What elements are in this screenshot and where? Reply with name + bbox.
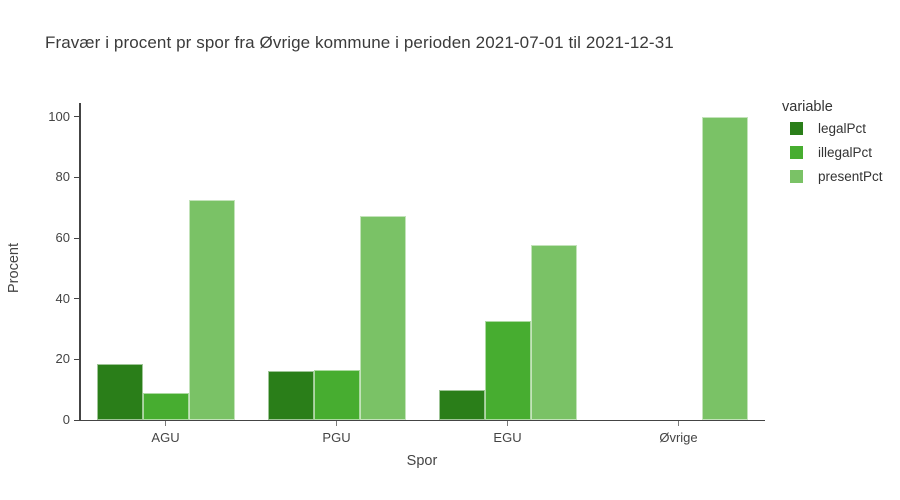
y-tick-label: 100 — [48, 108, 70, 124]
bar-legalPct-agu[interactable] — [96, 363, 143, 420]
legend-item-label: illegalPct — [818, 145, 873, 160]
chart-title: Fravær i procent pr spor fra Øvrige komm… — [45, 33, 674, 52]
y-tick-label: 0 — [62, 412, 70, 427]
y-tick-label: 40 — [55, 290, 70, 306]
y-tick-label: 80 — [55, 169, 70, 185]
x-tick-mark — [336, 421, 337, 426]
bar-legalPct-pgu[interactable] — [267, 371, 314, 420]
x-tick-mark — [507, 421, 508, 426]
y-tick-label: 20 — [55, 351, 70, 367]
legend-swatch-icon — [790, 122, 803, 135]
legend-item-label: presentPct — [818, 169, 883, 184]
y-tick-mark — [74, 419, 79, 421]
bar-illegalPct-pgu[interactable] — [313, 370, 360, 420]
x-tick-mark — [165, 421, 166, 426]
legend-item-presentpct[interactable]: presentPct — [790, 169, 883, 184]
bar-illegalPct-agu[interactable] — [142, 393, 189, 420]
y-tick-label: 60 — [55, 230, 70, 246]
bar-presentPct-agu[interactable] — [188, 199, 235, 420]
x-axis-line — [79, 419, 765, 421]
y-tick-mark — [74, 176, 79, 178]
bar-presentPct-egu[interactable] — [530, 244, 577, 420]
x-axis-title: Spor — [406, 453, 438, 469]
x-tick-label-egu: EGU — [493, 430, 522, 445]
legend-items: legalPct illegalPct presentPct — [780, 121, 883, 184]
x-tick-mark — [678, 421, 679, 426]
bar-illegalPct-egu[interactable] — [484, 321, 531, 420]
legend-title: variable — [782, 99, 833, 115]
legend-item-legalpct[interactable]: legalPct — [790, 121, 883, 136]
y-tick-mark — [74, 358, 79, 360]
y-tick-mark — [74, 298, 79, 300]
legend-swatch-icon — [790, 146, 803, 159]
legend-swatch-icon — [790, 170, 803, 183]
bar-presentPct-pgu[interactable] — [359, 215, 406, 420]
legend-item-illegalpct[interactable]: illegalPct — [790, 145, 883, 160]
y-tick-mark — [74, 116, 79, 118]
bar-presentPct-øvrige[interactable] — [701, 116, 748, 420]
y-tick-mark — [74, 237, 79, 239]
x-tick-label-øvrige: Øvrige — [659, 430, 698, 445]
legend: variable legalPct illegalPct presentPct — [780, 99, 883, 193]
y-axis-title: Procent — [6, 243, 22, 293]
bar-legalPct-egu[interactable] — [438, 389, 485, 420]
y-axis-line — [79, 103, 81, 420]
x-tick-label-pgu: PGU — [322, 430, 351, 445]
legend-item-label: legalPct — [818, 121, 867, 136]
x-tick-label-agu: AGU — [151, 430, 180, 445]
